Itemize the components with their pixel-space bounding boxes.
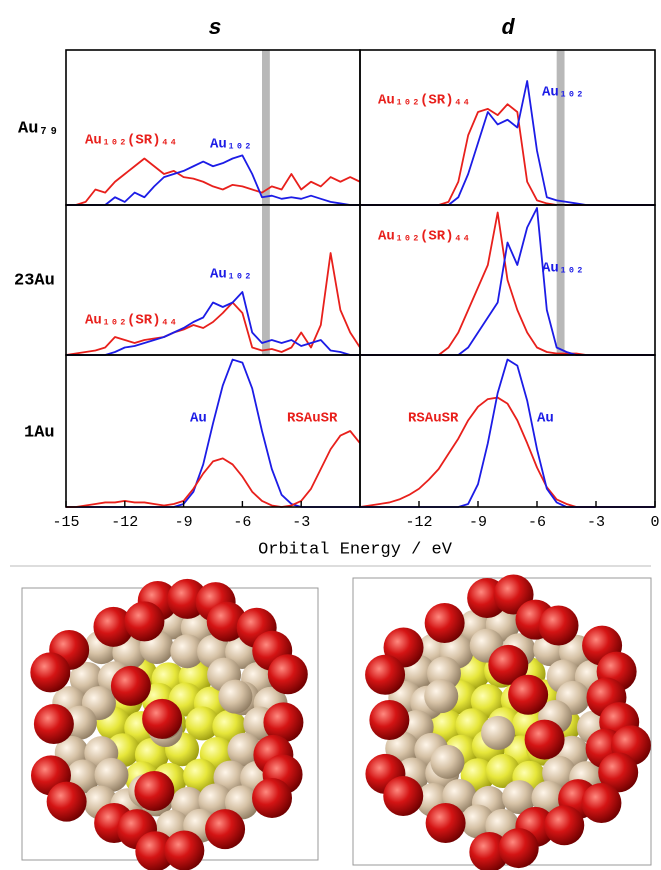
atom bbox=[539, 605, 579, 645]
figure: s d Au₇₉ 23Au 1Au Orbital Energy / eV Au… bbox=[0, 0, 661, 870]
cluster-images bbox=[30, 574, 651, 870]
panel: Au₁₀₂(SR)₄₄ Au₁₀₂ bbox=[360, 205, 655, 355]
atom bbox=[34, 704, 74, 744]
panel: Au RSAuSR -15 -12 -9 -6 -3 bbox=[52, 355, 360, 531]
series-label: Au₁₀₂ bbox=[542, 85, 584, 101]
series-label: Au bbox=[537, 411, 554, 427]
row-label: 1Au bbox=[24, 423, 55, 442]
x-tick-label: -3 bbox=[587, 514, 605, 531]
highlight-band bbox=[557, 205, 565, 355]
atom bbox=[142, 699, 182, 739]
series-line bbox=[360, 398, 655, 507]
atom bbox=[508, 675, 548, 715]
x-tick-label: -15 bbox=[52, 514, 79, 531]
series-label: Au₁₀₂ bbox=[210, 137, 252, 153]
panel-frame bbox=[66, 355, 360, 507]
atom bbox=[525, 720, 565, 760]
series-label: RSAuSR bbox=[287, 411, 338, 427]
column-title: s bbox=[208, 16, 221, 41]
atom bbox=[424, 679, 458, 713]
series-label: Au₁₀₂ bbox=[542, 261, 584, 277]
panel: Au₁₀₂(SR)₄₄ Au₁₀₂ bbox=[360, 50, 655, 205]
atom bbox=[218, 680, 252, 714]
atom bbox=[164, 831, 204, 870]
series-label: Au₁₀₂(SR)₄₄ bbox=[378, 93, 470, 109]
x-axis-label: Orbital Energy / eV bbox=[258, 540, 453, 559]
series-label: RSAuSR bbox=[408, 411, 459, 427]
x-tick-label: -12 bbox=[405, 514, 432, 531]
atom bbox=[268, 654, 308, 694]
series-label: Au₁₀₂(SR)₄₄ bbox=[378, 229, 470, 245]
x-tick-label: -3 bbox=[292, 514, 310, 531]
series-label: Au bbox=[190, 411, 207, 427]
column-title: d bbox=[501, 16, 515, 41]
x-tick-label: -9 bbox=[175, 514, 193, 531]
series-line bbox=[360, 360, 655, 507]
series-label: Au₁₀₂(SR)₄₄ bbox=[85, 133, 177, 149]
atom bbox=[252, 778, 292, 818]
atom bbox=[426, 803, 466, 843]
atom bbox=[30, 652, 70, 692]
row-label: 23Au bbox=[14, 271, 55, 290]
highlight-band bbox=[262, 50, 270, 205]
panel-frame bbox=[66, 50, 360, 205]
atom bbox=[431, 745, 465, 779]
atom bbox=[369, 700, 409, 740]
atom bbox=[544, 805, 584, 845]
atom bbox=[499, 828, 539, 868]
atom bbox=[47, 782, 87, 822]
atom bbox=[481, 716, 515, 750]
atom bbox=[581, 783, 621, 823]
highlight-band bbox=[262, 205, 270, 355]
panel: Au₁₀₂(SR)₄₄ Au₁₀₂ bbox=[66, 50, 360, 205]
atom bbox=[134, 771, 174, 811]
panel-frame bbox=[360, 50, 655, 205]
x-tick-label: -6 bbox=[233, 514, 251, 531]
atom bbox=[383, 776, 423, 816]
atom bbox=[425, 603, 465, 643]
x-tick-label: -6 bbox=[528, 514, 546, 531]
x-tick-label: -9 bbox=[469, 514, 487, 531]
highlight-band bbox=[557, 50, 565, 205]
panel: Au₁₀₂(SR)₄₄ Au₁₀₂ bbox=[66, 205, 360, 355]
row-label: Au₇₉ bbox=[18, 119, 59, 138]
x-tick-label: -12 bbox=[111, 514, 138, 531]
series-label: Au₁₀₂ bbox=[210, 267, 252, 283]
atom bbox=[365, 655, 405, 695]
x-tick-label: 0 bbox=[650, 514, 659, 531]
series-line bbox=[66, 431, 360, 507]
panel-frame bbox=[360, 355, 655, 507]
panel: RSAuSR Au -12 -9 -6 -3 0 bbox=[360, 355, 660, 531]
series-label: Au₁₀₂(SR)₄₄ bbox=[85, 313, 177, 329]
atom bbox=[124, 601, 164, 641]
series-line bbox=[66, 155, 360, 205]
atom bbox=[111, 666, 151, 706]
atom bbox=[205, 809, 245, 849]
series-line bbox=[66, 360, 360, 507]
